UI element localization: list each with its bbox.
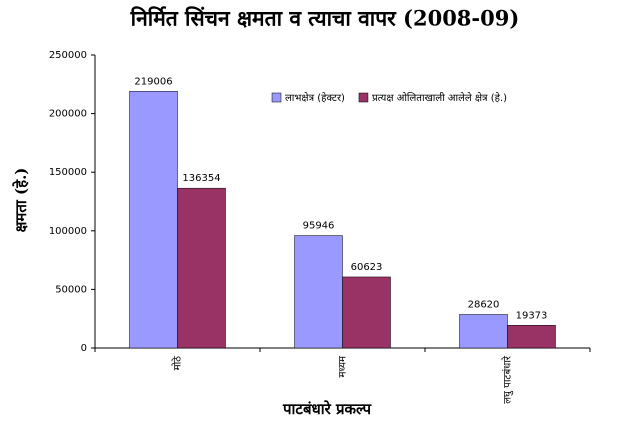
value-label: 60623 [351, 262, 383, 273]
value-label: 19373 [516, 310, 548, 321]
y-tick-label: 200000 [49, 109, 87, 120]
x-axis-title: पाटबंधारे प्रकल्प [282, 400, 372, 418]
bar [129, 91, 178, 349]
legend-swatch [358, 92, 369, 103]
y-tick-label: 100000 [49, 226, 87, 237]
y-axis-title: क्षमता (हे.) [12, 168, 30, 233]
bar [507, 325, 556, 349]
x-tick-label: मोठे [172, 356, 184, 371]
legend-label: लाभक्षेत्र (हेक्टर) [285, 92, 345, 104]
legend-swatch [271, 92, 282, 103]
value-label: 28620 [468, 299, 500, 310]
value-label: 95946 [303, 221, 335, 232]
legend-label: प्रत्यक्ष ओलिताखाली आलेले क्षेत्र (हे.) [372, 92, 507, 104]
y-tick-label: 50000 [55, 284, 87, 295]
value-label: 219006 [134, 76, 172, 87]
bar [459, 314, 508, 349]
y-tick-label: 150000 [49, 167, 87, 178]
x-tick-label: मध्यम [338, 355, 349, 378]
bar [294, 235, 343, 349]
y-tick-label: 250000 [49, 50, 87, 61]
x-tick-label: लघु पाटबंधारे [502, 355, 514, 404]
y-tick-label: 0 [81, 343, 87, 354]
chart-title: निर्मित सिंचन क्षमता व त्याचा वापर (2008… [130, 6, 520, 31]
value-label: 136354 [182, 173, 220, 184]
bar [177, 187, 226, 349]
bar [342, 276, 391, 349]
